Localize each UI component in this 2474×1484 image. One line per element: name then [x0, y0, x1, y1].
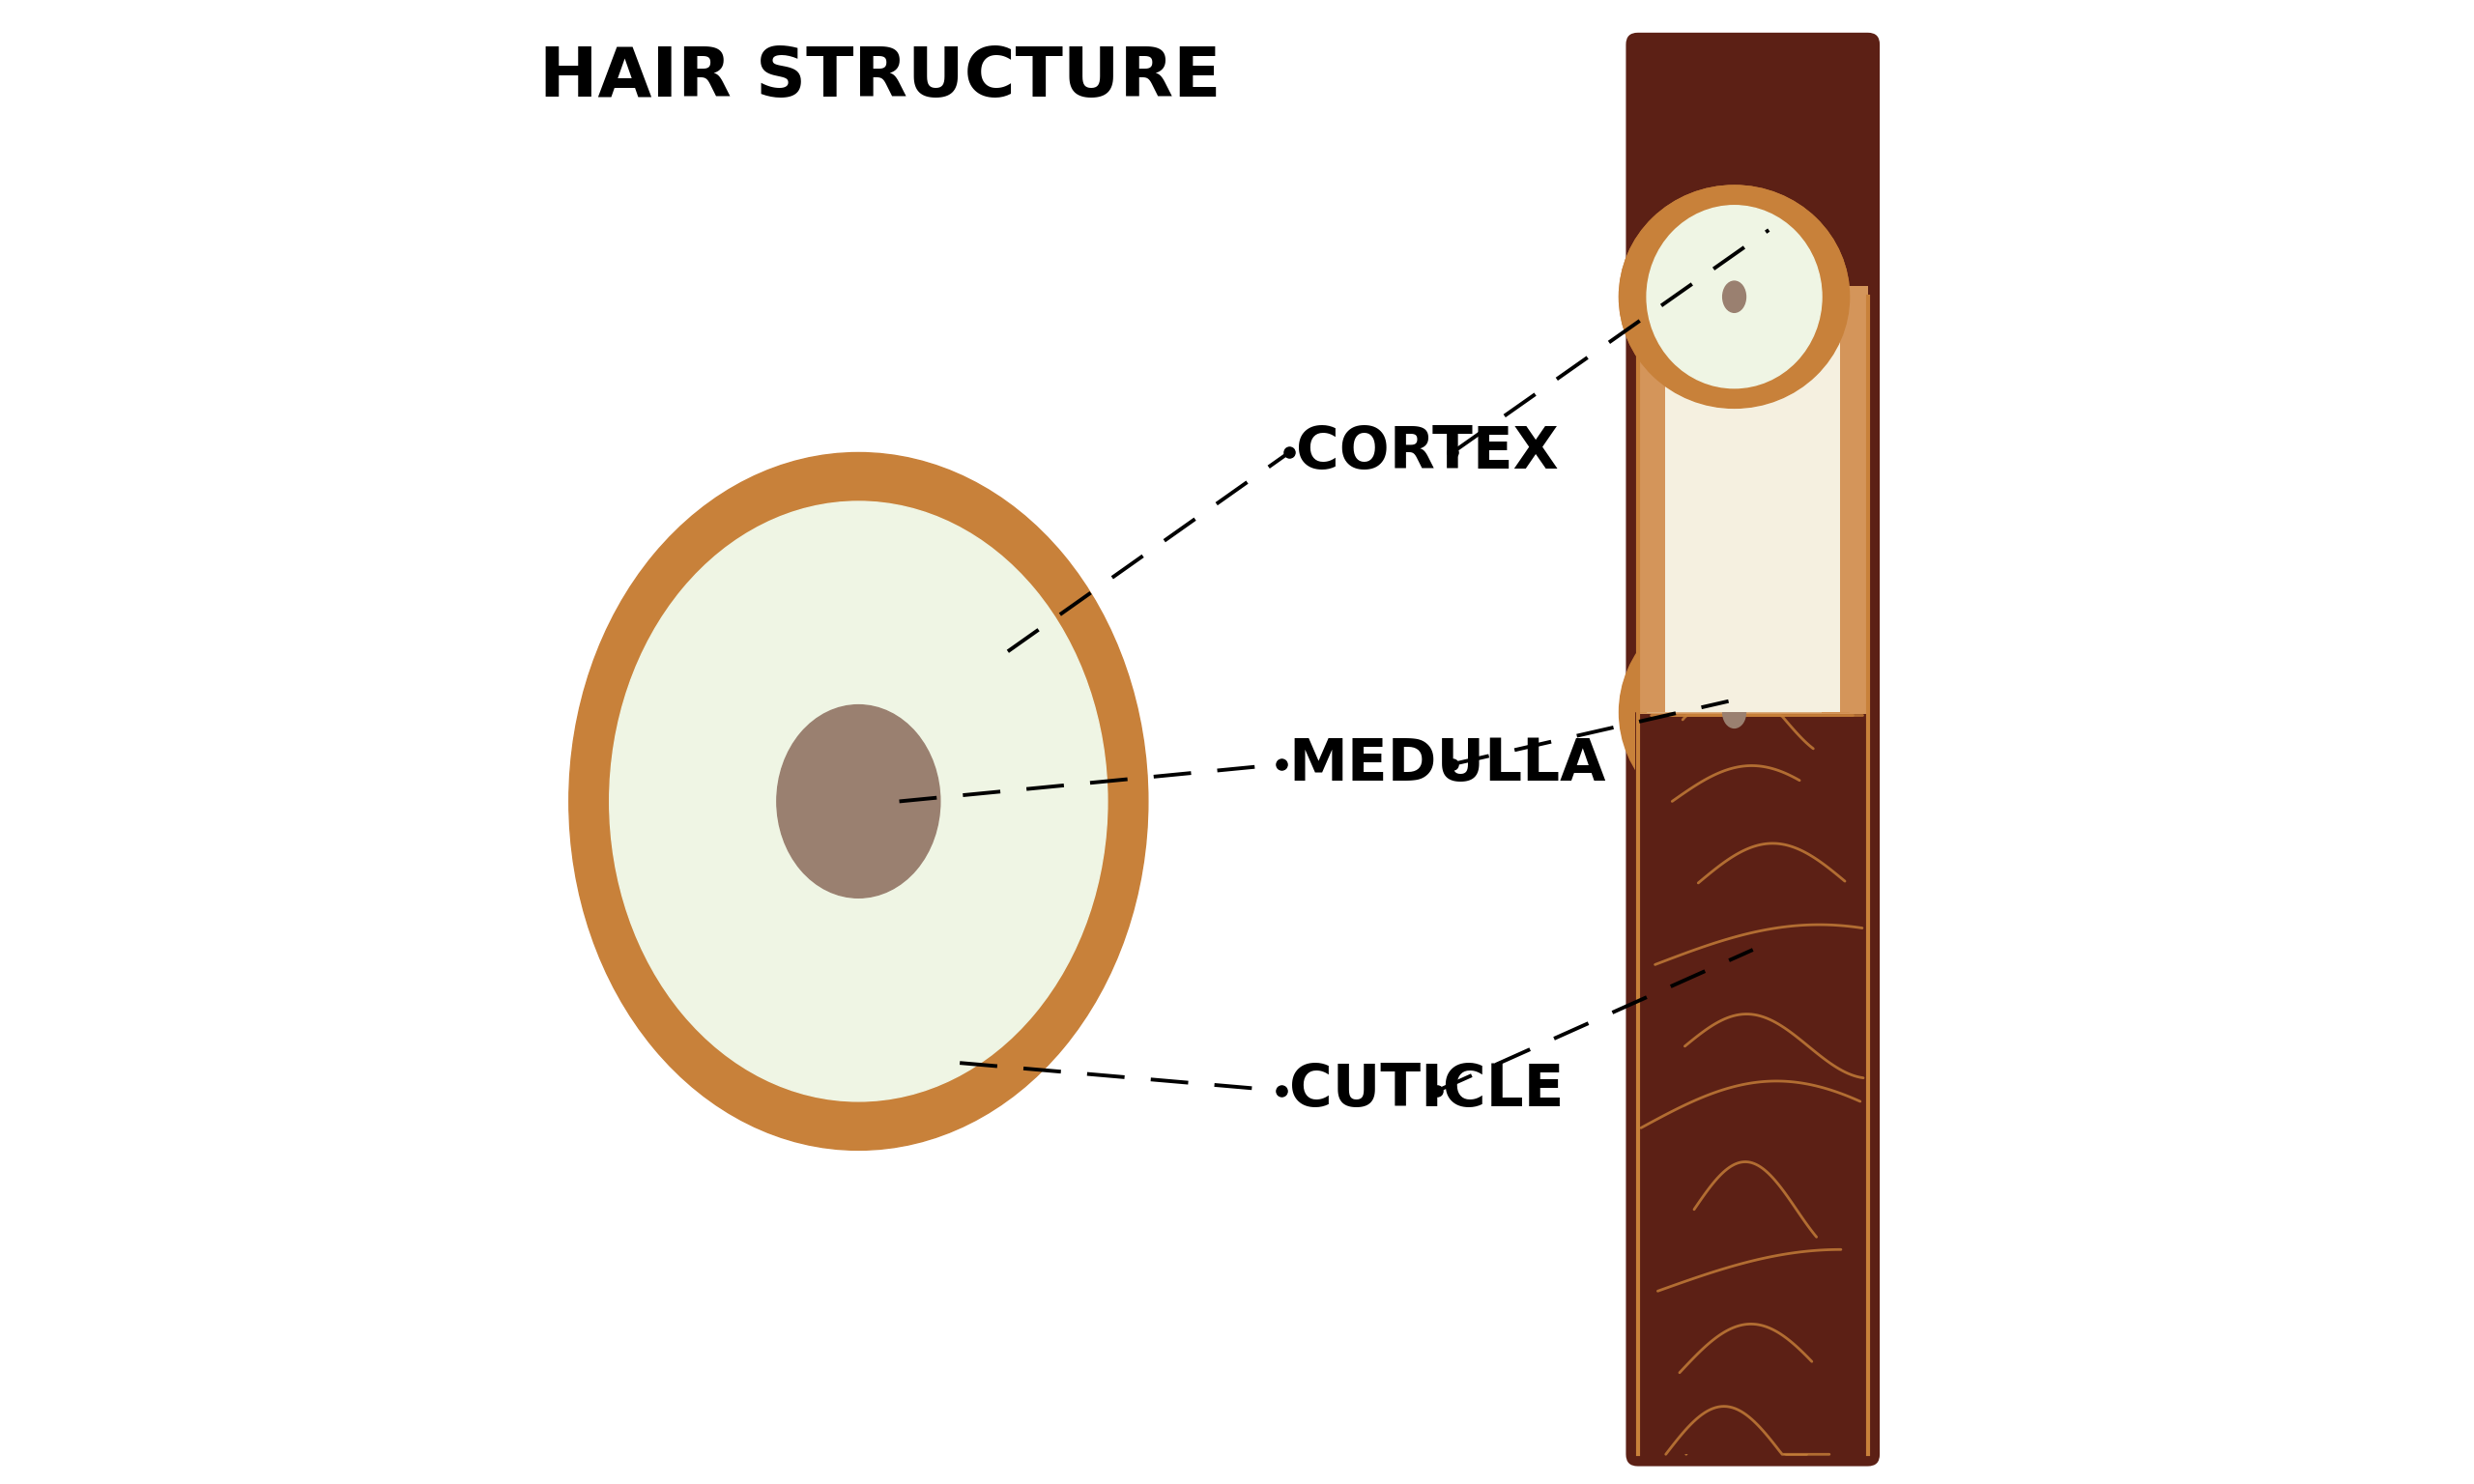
Text: HAIR STRUCTURE: HAIR STRUCTURE — [539, 45, 1222, 111]
Ellipse shape — [1620, 186, 1851, 408]
Ellipse shape — [1722, 697, 1747, 729]
Polygon shape — [1638, 286, 1868, 712]
Polygon shape — [1638, 286, 1868, 712]
Text: MEDULLA: MEDULLA — [1289, 736, 1606, 792]
Ellipse shape — [1620, 186, 1851, 408]
Ellipse shape — [1722, 282, 1747, 312]
Text: CUTICLE: CUTICLE — [1289, 1063, 1564, 1119]
Polygon shape — [1665, 286, 1841, 712]
Polygon shape — [1638, 711, 1868, 714]
Ellipse shape — [777, 705, 940, 898]
FancyBboxPatch shape — [1635, 712, 1870, 1454]
Text: CORTEX: CORTEX — [1296, 424, 1559, 481]
Ellipse shape — [1722, 697, 1747, 729]
Polygon shape — [1620, 601, 1851, 712]
Ellipse shape — [609, 502, 1108, 1101]
FancyBboxPatch shape — [1625, 33, 1880, 1466]
Ellipse shape — [1648, 620, 1821, 804]
Ellipse shape — [1648, 205, 1821, 387]
Polygon shape — [1665, 286, 1841, 712]
Polygon shape — [1648, 622, 1821, 712]
Ellipse shape — [569, 453, 1148, 1150]
Ellipse shape — [1620, 601, 1851, 824]
Ellipse shape — [1648, 205, 1821, 387]
Ellipse shape — [1722, 282, 1747, 312]
